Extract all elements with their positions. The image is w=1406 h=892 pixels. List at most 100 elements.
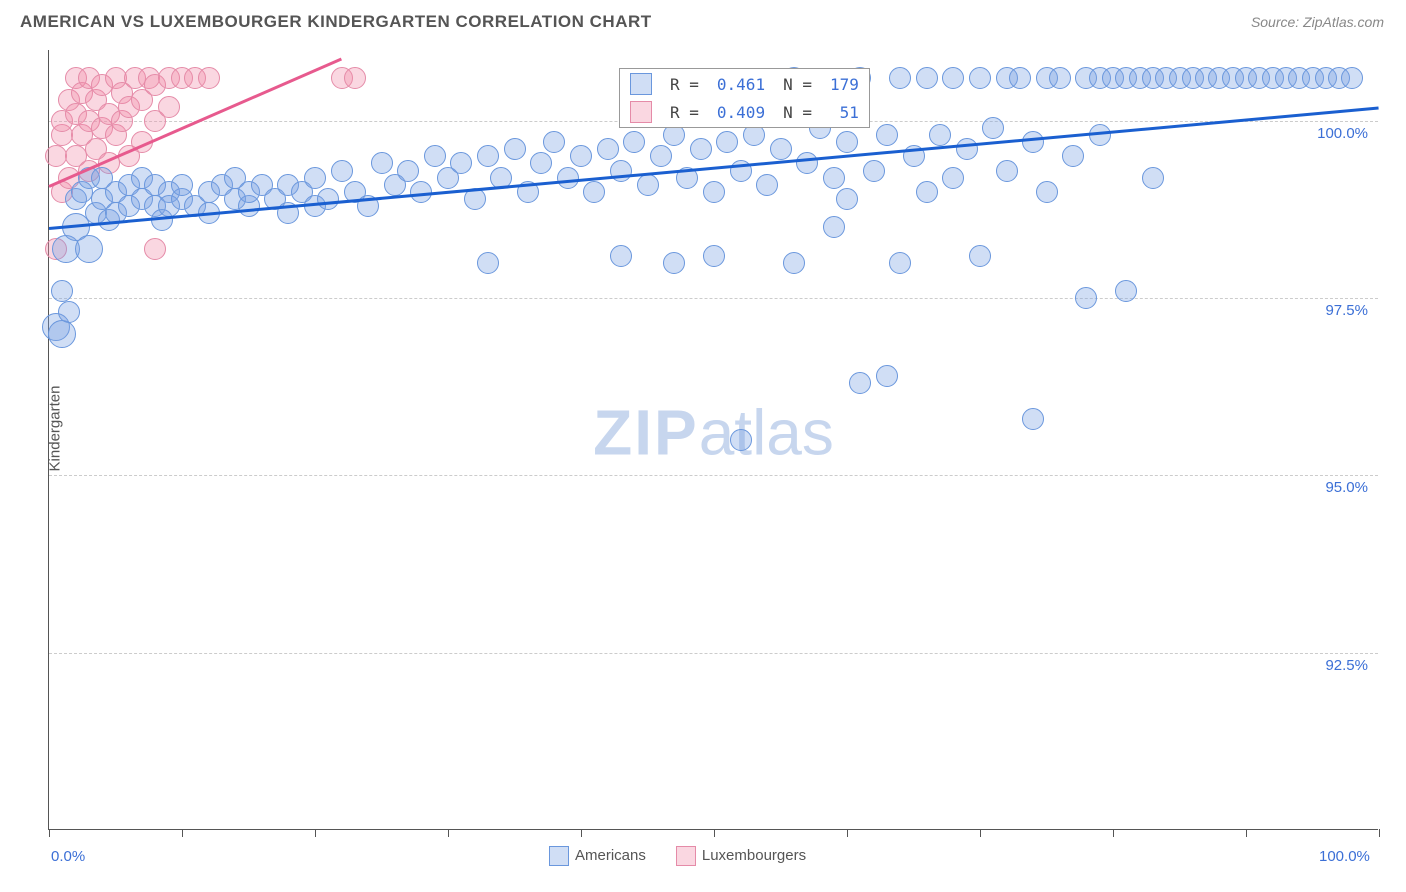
scatter-plot: ZIPatlas 92.5%95.0%97.5%100.0%0.0%100.0%… [48, 50, 1378, 830]
data-point-american [863, 160, 885, 182]
data-point-american [650, 145, 672, 167]
data-point-american [783, 252, 805, 274]
source-label: Source: ZipAtlas.com [1251, 14, 1384, 30]
x-tick [315, 829, 316, 837]
data-point-american [876, 365, 898, 387]
y-tick-label: 100.0% [1317, 125, 1368, 142]
watermark-light: atlas [699, 396, 834, 468]
x-tick [847, 829, 848, 837]
data-point-american [849, 372, 871, 394]
x-tick [182, 829, 183, 837]
data-point-american [916, 67, 938, 89]
data-point-american [583, 181, 605, 203]
data-point-american [703, 245, 725, 267]
data-point-american [424, 145, 446, 167]
data-point-lux [45, 145, 67, 167]
gridline [49, 653, 1378, 654]
data-point-american [823, 216, 845, 238]
data-point-american [623, 131, 645, 153]
correlation-legend: R =0.461N =179R =0.409N =51 [619, 68, 870, 128]
data-point-american [397, 160, 419, 182]
data-point-american [703, 181, 725, 203]
data-point-american [1341, 67, 1363, 89]
data-point-american [504, 138, 526, 160]
x-tick [1113, 829, 1114, 837]
data-point-american [557, 167, 579, 189]
data-point-lux [198, 67, 220, 89]
data-point-american [1036, 181, 1058, 203]
data-point-american [969, 245, 991, 267]
data-point-american [48, 320, 76, 348]
chart-title: AMERICAN VS LUXEMBOURGER KINDERGARTEN CO… [20, 12, 652, 32]
data-point-american [543, 131, 565, 153]
data-point-american [663, 252, 685, 274]
gridline [49, 298, 1378, 299]
data-point-american [371, 152, 393, 174]
data-point-american [477, 252, 499, 274]
series-legend: AmericansLuxembourgers [549, 846, 836, 866]
data-point-american [836, 131, 858, 153]
data-point-american [75, 235, 103, 263]
data-point-american [956, 138, 978, 160]
data-point-american [889, 252, 911, 274]
legend-swatch-icon [676, 846, 696, 866]
data-point-american [637, 174, 659, 196]
data-point-american [51, 280, 73, 302]
data-point-american [916, 181, 938, 203]
data-point-american [1142, 167, 1164, 189]
x-tick-label: 0.0% [51, 848, 85, 865]
x-tick [980, 829, 981, 837]
data-point-american [530, 152, 552, 174]
data-point-american [304, 167, 326, 189]
x-tick [49, 829, 50, 837]
x-tick [581, 829, 582, 837]
legend-swatch-icon [549, 846, 569, 866]
data-point-american [770, 138, 792, 160]
data-point-american [1062, 145, 1084, 167]
watermark: ZIPatlas [593, 395, 834, 469]
data-point-american [969, 67, 991, 89]
data-point-american [730, 429, 752, 451]
data-point-american [716, 131, 738, 153]
data-point-american [1115, 280, 1137, 302]
data-point-american [690, 138, 712, 160]
data-point-american [836, 188, 858, 210]
data-point-american [450, 152, 472, 174]
data-point-american [331, 160, 353, 182]
data-point-american [756, 174, 778, 196]
data-point-lux [158, 96, 180, 118]
legend-item-label: Luxembourgers [702, 847, 806, 864]
data-point-american [942, 167, 964, 189]
data-point-american [1022, 408, 1044, 430]
data-point-american [58, 301, 80, 323]
data-point-american [929, 124, 951, 146]
legend-n-value: 179 [822, 71, 867, 97]
data-point-american [823, 167, 845, 189]
legend-n-value: 51 [822, 99, 867, 125]
data-point-lux [344, 67, 366, 89]
data-point-american [1049, 67, 1071, 89]
data-point-american [982, 117, 1004, 139]
data-point-american [996, 160, 1018, 182]
data-point-american [570, 145, 592, 167]
legend-r-label: R = [662, 71, 707, 97]
y-tick-label: 92.5% [1325, 657, 1368, 674]
legend-r-value: 0.409 [709, 99, 773, 125]
data-point-american [171, 174, 193, 196]
legend-swatch-icon [630, 73, 652, 95]
y-tick-label: 97.5% [1325, 302, 1368, 319]
data-point-american [876, 124, 898, 146]
data-point-american [1009, 67, 1031, 89]
legend-swatch-icon [630, 101, 652, 123]
data-point-american [477, 145, 499, 167]
x-tick [714, 829, 715, 837]
data-point-american [942, 67, 964, 89]
data-point-american [889, 67, 911, 89]
gridline [49, 475, 1378, 476]
data-point-lux [144, 238, 166, 260]
x-tick [1379, 829, 1380, 837]
legend-n-label: N = [775, 99, 820, 125]
legend-r-value: 0.461 [709, 71, 773, 97]
legend-n-label: N = [775, 71, 820, 97]
data-point-american [1022, 131, 1044, 153]
